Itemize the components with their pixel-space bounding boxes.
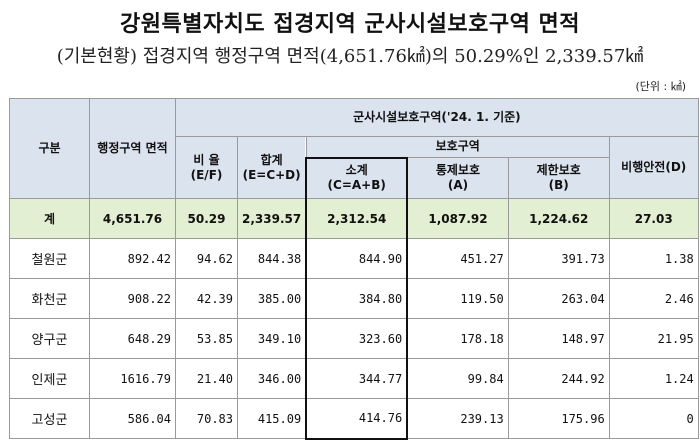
row-ratio: 53.85 bbox=[175, 318, 238, 359]
header-admin-area: 행정구역 면적 bbox=[89, 98, 176, 199]
unit-label: (단위 : ㎢) bbox=[635, 80, 686, 93]
header-protection-group: 군사시설보호구역('24. 1. 기준) bbox=[175, 98, 699, 137]
row-total: 349.10 bbox=[237, 318, 307, 359]
page-subtitle: (기본현황) 접경지역 행정구역 면적(4,651.76㎢)의 50.29%인 … bbox=[56, 46, 644, 67]
summary-admin: 4,651.76 bbox=[89, 198, 176, 239]
header-subtotal: 소계 (C=A+B) bbox=[305, 156, 409, 199]
row-subtotal: 323.60 bbox=[305, 318, 409, 359]
header-restrict: 제한보호 (B) bbox=[507, 157, 610, 199]
row-admin: 586.04 bbox=[89, 398, 176, 439]
summary-ratio: 50.29 bbox=[175, 198, 238, 239]
row-ratio: 70.83 bbox=[175, 398, 238, 439]
row-ratio: 42.39 bbox=[175, 278, 238, 319]
row-admin: 1616.79 bbox=[89, 358, 176, 399]
row-restrict: 263.04 bbox=[507, 278, 610, 319]
row-admin: 908.22 bbox=[89, 278, 176, 319]
header-flight: 비행안전(D) bbox=[608, 136, 699, 199]
row-flight: 1.38 bbox=[608, 238, 699, 279]
table-row: 철원군 892.42 94.62 844.38 844.90 451.27 39… bbox=[9, 238, 699, 279]
row-name: 인제군 bbox=[9, 358, 90, 399]
table-row: 화천군 908.22 42.39 385.00 384.80 119.50 26… bbox=[9, 278, 699, 319]
summary-row: 계 4,651.76 50.29 2,339.57 2,312.54 1,087… bbox=[9, 198, 699, 239]
row-total: 415.09 bbox=[237, 398, 307, 439]
header-category: 구분 bbox=[9, 98, 90, 199]
header-total: 합계 (E=C+D) bbox=[237, 136, 307, 199]
row-flight: 21.95 bbox=[608, 318, 699, 359]
summary-total: 2,339.57 bbox=[237, 198, 307, 239]
row-restrict: 175.96 bbox=[507, 398, 610, 439]
page-title: 강원특별자치도 접경지역 군사시설보호구역 면적 bbox=[119, 12, 581, 37]
row-name: 양구군 bbox=[9, 318, 90, 359]
row-total: 385.00 bbox=[237, 278, 307, 319]
row-control: 119.50 bbox=[406, 278, 509, 319]
row-subtotal: 344.77 bbox=[305, 358, 409, 399]
table-row: 고성군 586.04 70.83 415.09 414.76 239.13 17… bbox=[9, 398, 699, 440]
header-ratio: 비 율 (E/F) bbox=[175, 136, 238, 199]
row-admin: 892.42 bbox=[89, 238, 176, 279]
summary-name: 계 bbox=[9, 198, 90, 239]
row-subtotal: 844.90 bbox=[305, 238, 409, 279]
row-restrict: 244.92 bbox=[507, 358, 610, 399]
row-control: 178.18 bbox=[406, 318, 509, 359]
summary-restrict: 1,224.62 bbox=[507, 198, 610, 239]
row-name: 화천군 bbox=[9, 278, 90, 319]
row-control: 99.84 bbox=[406, 358, 509, 399]
row-flight: 2.46 bbox=[608, 278, 699, 319]
row-restrict: 391.73 bbox=[507, 238, 610, 279]
row-control: 451.27 bbox=[406, 238, 509, 279]
row-admin: 648.29 bbox=[89, 318, 176, 359]
summary-flight: 27.03 bbox=[608, 198, 699, 239]
row-name: 고성군 bbox=[9, 398, 90, 439]
area-table: 구분 행정구역 면적 군사시설보호구역('24. 1. 기준) 비 율 (E/F)… bbox=[9, 98, 699, 440]
summary-subtotal: 2,312.54 bbox=[305, 198, 409, 239]
header-protection: 보호구역 bbox=[305, 136, 610, 158]
row-total: 844.38 bbox=[237, 238, 307, 279]
row-flight: 1.24 bbox=[608, 358, 699, 399]
summary-control: 1,087.92 bbox=[406, 198, 509, 239]
table-row: 양구군 648.29 53.85 349.10 323.60 178.18 14… bbox=[9, 318, 699, 359]
row-name: 철원군 bbox=[9, 238, 90, 279]
row-restrict: 148.97 bbox=[507, 318, 610, 359]
table-row: 인제군 1616.79 21.40 346.00 344.77 99.84 24… bbox=[9, 358, 699, 399]
row-control: 239.13 bbox=[406, 398, 509, 439]
row-subtotal: 384.80 bbox=[305, 278, 409, 319]
row-flight: 0 bbox=[608, 398, 699, 439]
row-subtotal: 414.76 bbox=[305, 398, 409, 440]
row-ratio: 94.62 bbox=[175, 238, 238, 279]
header-control: 통제보호 (A) bbox=[406, 157, 509, 199]
row-ratio: 21.40 bbox=[175, 358, 238, 399]
row-total: 346.00 bbox=[237, 358, 307, 399]
